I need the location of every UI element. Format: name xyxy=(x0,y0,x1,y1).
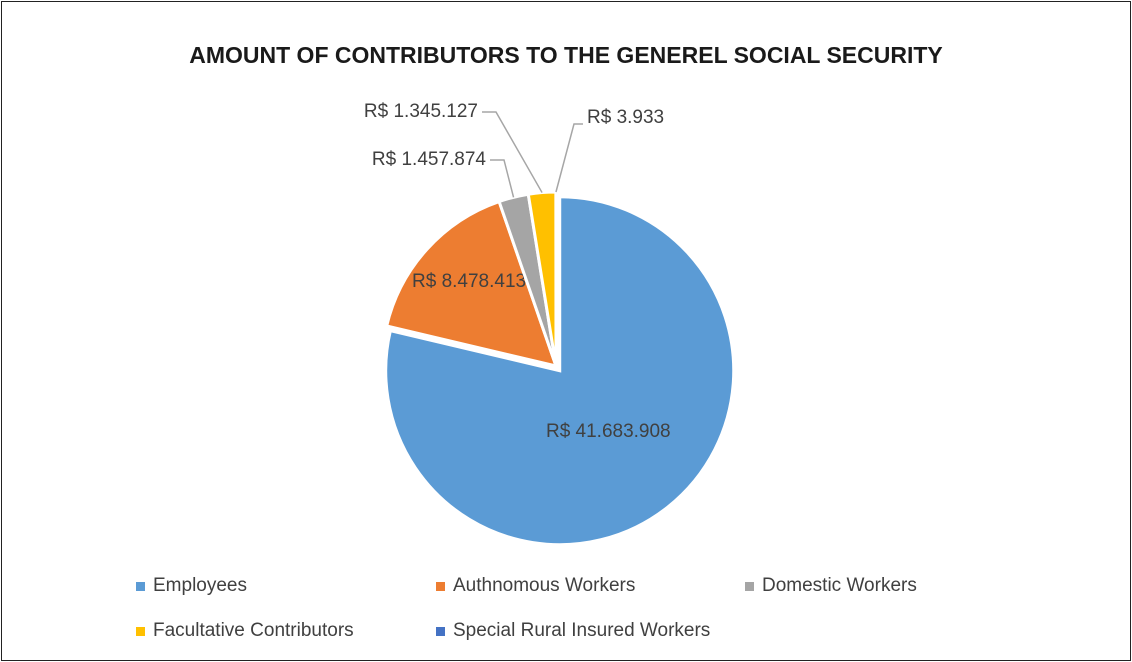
pie-slice-employees[interactable] xyxy=(384,195,736,547)
data-label-authnomous-workers: R$ 8.478.413 xyxy=(412,271,526,292)
leader-line-special-rural-insured-workers xyxy=(555,123,583,193)
leader-line-domestic-workers xyxy=(490,159,515,198)
data-label-employees: R$ 41.683.908 xyxy=(546,421,671,442)
data-label-domestic-workers: R$ 1.457.874 xyxy=(372,149,487,170)
pie-slice-authnomous-workers[interactable] xyxy=(384,199,559,369)
data-label-facultative-contributors: R$ 1.345.127 xyxy=(364,101,478,122)
chart-title: AMOUNT OF CONTRIBUTORS TO THE GENEREL SO… xyxy=(189,42,943,68)
leader-line-facultative-contributors xyxy=(482,111,543,193)
data-label-special-rural-insured-workers: R$ 3.933 xyxy=(587,107,664,128)
